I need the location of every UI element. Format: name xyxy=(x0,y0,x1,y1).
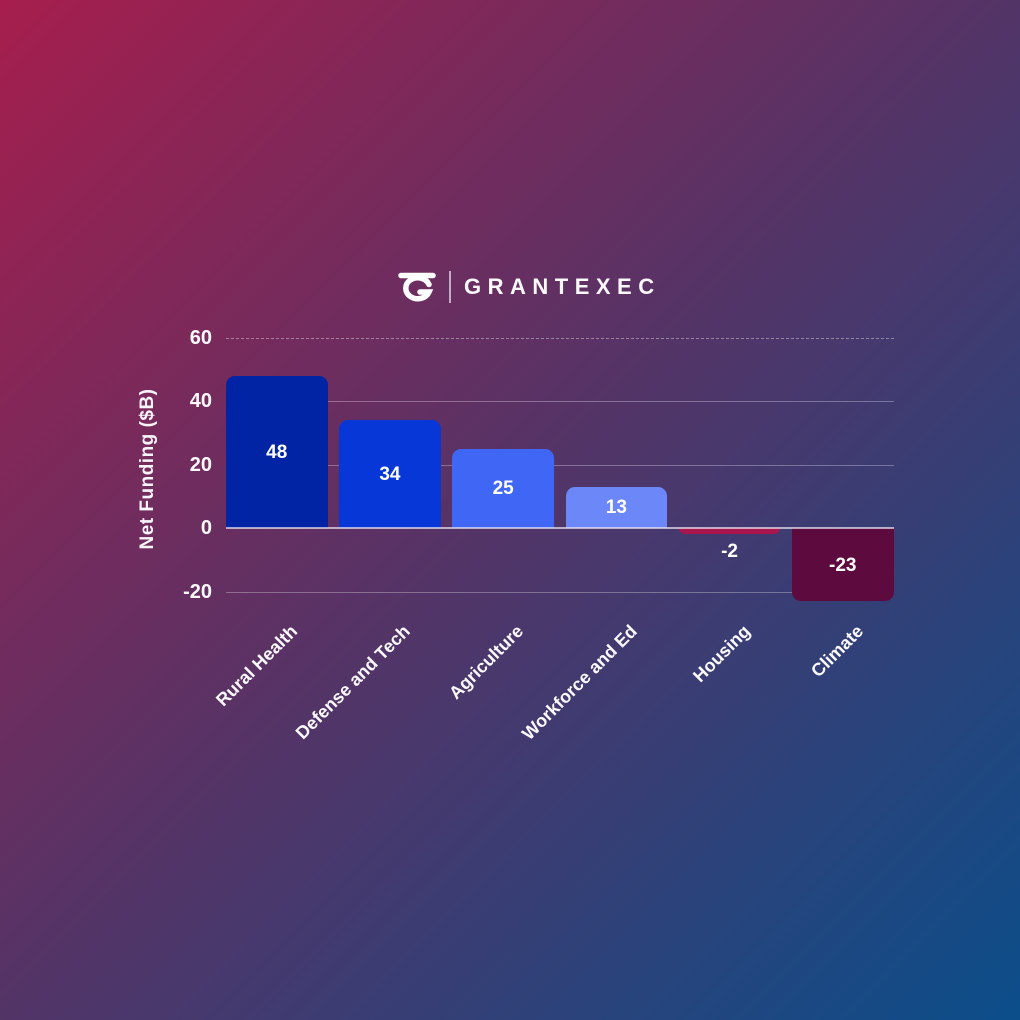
zero-axis-line xyxy=(226,527,894,529)
bar-agriculture xyxy=(452,448,554,528)
y-tick-label-0: 0 xyxy=(200,517,212,539)
y-tick-label-40: 40 xyxy=(189,390,212,412)
y-tick-label--20: -20 xyxy=(183,580,212,603)
bar-housing xyxy=(678,528,781,535)
bar-value-label-agriculture: 25 xyxy=(492,478,514,500)
logo-divider xyxy=(449,271,451,303)
bar-value-label-workforce-and-ed: 13 xyxy=(605,497,627,519)
grantexec-g-icon xyxy=(398,272,436,302)
x-tick-label-agriculture: Agriculture xyxy=(445,621,528,704)
bar-value-label-housing: -2 xyxy=(721,541,738,563)
gridline-20 xyxy=(226,464,894,466)
brand-name: GRANTEXEC xyxy=(464,274,661,299)
bar-climate xyxy=(792,528,894,602)
gridline--20 xyxy=(226,591,894,593)
x-tick-label-workforce-and-ed: Workforce and Ed xyxy=(517,621,641,744)
y-tick-label-60: 60 xyxy=(189,326,212,349)
brand-logo: GRANTEXEC xyxy=(398,271,661,303)
bar-defense-and-tech xyxy=(339,420,441,528)
bar-value-label-rural-health: 48 xyxy=(266,441,288,463)
y-tick-label-20: 20 xyxy=(189,453,212,476)
bar-workforce-and-ed xyxy=(565,486,668,528)
x-tick-label-climate: Climate xyxy=(806,621,867,682)
bar-value-label-defense-and-tech: 34 xyxy=(379,464,401,486)
bar-rural-health xyxy=(226,375,328,528)
gridline-60 xyxy=(226,337,894,339)
x-tick-label-rural-health: Rural Health xyxy=(211,621,301,711)
bar-value-label-climate: -23 xyxy=(829,554,857,576)
x-tick-label-housing: Housing xyxy=(688,621,754,687)
gridline-40 xyxy=(226,401,894,402)
x-tick-label-defense-and-tech: Defense and Tech xyxy=(291,621,415,744)
